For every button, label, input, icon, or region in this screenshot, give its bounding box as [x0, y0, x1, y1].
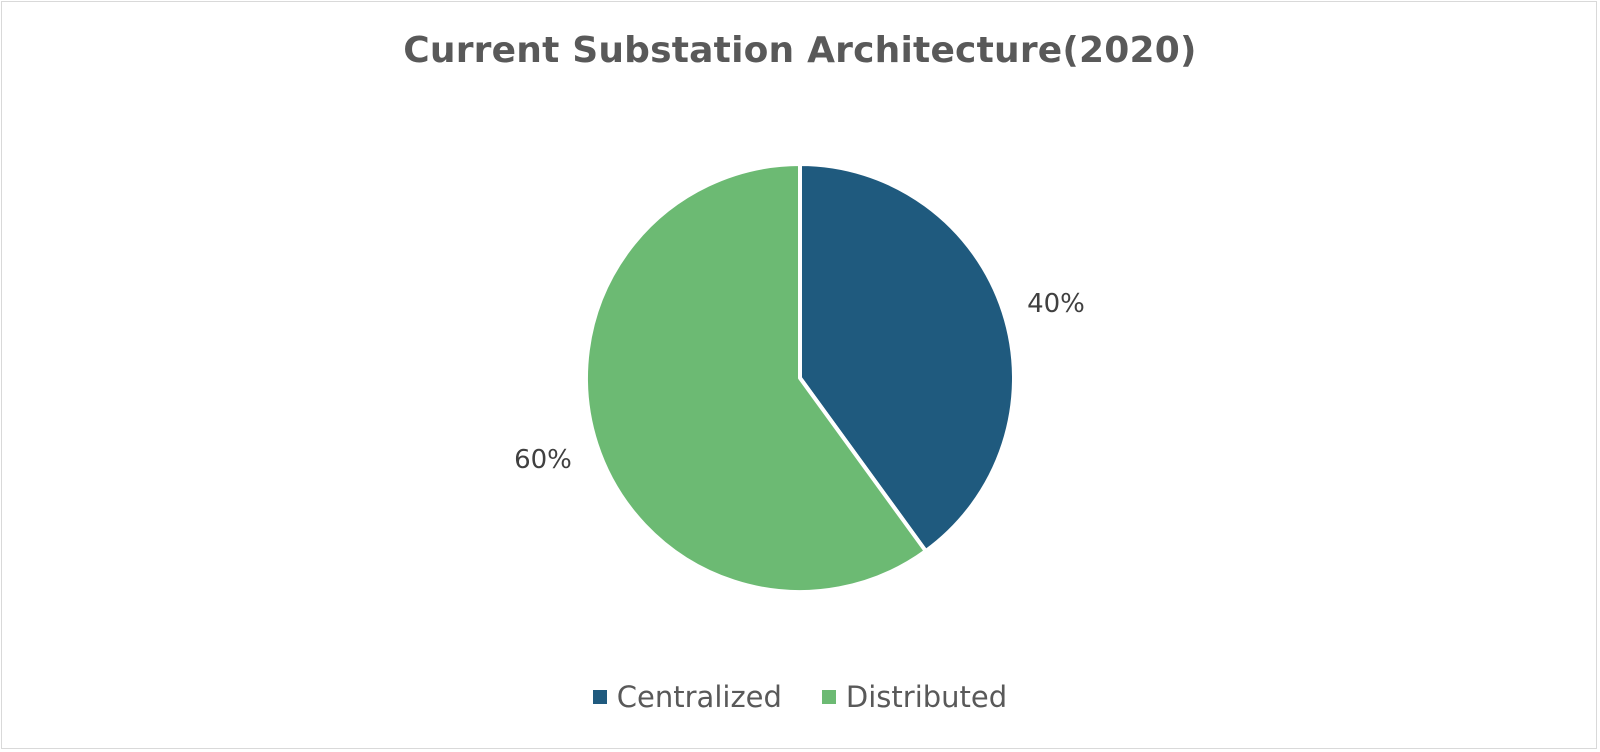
- chart-legend: Centralized Distributed: [0, 680, 1600, 714]
- pie-slice-centralized: [798, 162, 1016, 554]
- legend-swatch-centralized: [592, 690, 607, 704]
- legend-label-distributed: Distributed: [845, 680, 1008, 714]
- pie-slice-distributed: [584, 162, 928, 594]
- legend-item-centralized: Centralized: [592, 680, 782, 714]
- legend-label-centralized: Centralized: [616, 680, 782, 714]
- legend-swatch-distributed: [821, 690, 836, 704]
- legend-item-distributed: Distributed: [821, 680, 1008, 714]
- data-label-distributed: 60%: [514, 445, 572, 475]
- data-label-centralized: 40%: [1027, 289, 1085, 319]
- chart-title: Current Substation Architecture(2020): [403, 30, 1197, 71]
